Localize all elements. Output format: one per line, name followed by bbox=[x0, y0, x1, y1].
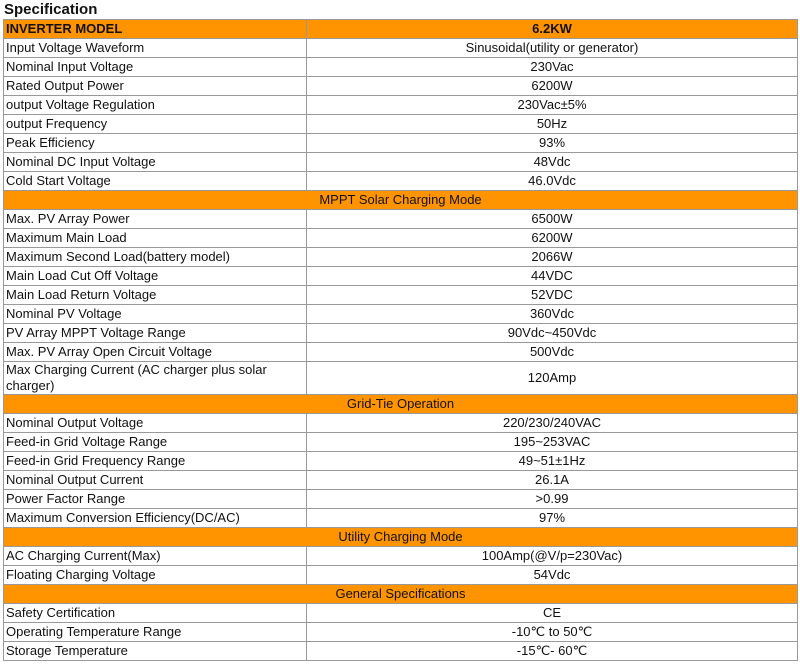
spec-label: output Frequency bbox=[3, 114, 307, 134]
spec-value: 97% bbox=[306, 508, 798, 528]
spec-value: 2066W bbox=[306, 247, 798, 267]
spec-value: 49~51±1Hz bbox=[306, 451, 798, 471]
spec-value: 48Vdc bbox=[306, 152, 798, 172]
header-value: 6.2KW bbox=[306, 19, 798, 39]
spec-label: Maximum Second Load(battery model) bbox=[3, 247, 307, 267]
table-row: Nominal DC Input Voltage 48Vdc bbox=[3, 152, 798, 172]
spec-label: PV Array MPPT Voltage Range bbox=[3, 323, 307, 343]
spec-label: Nominal Input Voltage bbox=[3, 57, 307, 77]
section-title: Utility Charging Mode bbox=[3, 527, 798, 547]
spec-value: 500Vdc bbox=[306, 342, 798, 362]
spec-value: 46.0Vdc bbox=[306, 171, 798, 191]
table-row: Power Factor Range >0.99 bbox=[3, 489, 798, 509]
spec-value: 44VDC bbox=[306, 266, 798, 286]
spec-label: Nominal PV Voltage bbox=[3, 304, 307, 324]
table-row: output Frequency 50Hz bbox=[3, 114, 798, 134]
table-row: Floating Charging Voltage 54Vdc bbox=[3, 565, 798, 585]
spec-value: 26.1A bbox=[306, 470, 798, 490]
spec-label: Rated Output Power bbox=[3, 76, 307, 96]
spec-value: 195~253VAC bbox=[306, 432, 798, 452]
spec-label: Power Factor Range bbox=[3, 489, 307, 509]
spec-value: 230Vac bbox=[306, 57, 798, 77]
table-row: Feed-in Grid Voltage Range 195~253VAC bbox=[3, 432, 798, 452]
spec-label: Nominal Output Current bbox=[3, 470, 307, 490]
table-row: Max. PV Array Open Circuit Voltage 500Vdc bbox=[3, 342, 798, 362]
spec-value: 100Amp(@V/p=230Vac) bbox=[306, 546, 798, 566]
table-row: PV Array MPPT Voltage Range 90Vdc~450Vdc bbox=[3, 323, 798, 343]
spec-value: -10℃ to 50℃ bbox=[306, 622, 798, 642]
spec-label: output Voltage Regulation bbox=[3, 95, 307, 115]
table-row: Maximum Main Load 6200W bbox=[3, 228, 798, 248]
table-row: Maximum Second Load(battery model) 2066W bbox=[3, 247, 798, 267]
spec-label: Maximum Conversion Efficiency(DC/AC) bbox=[3, 508, 307, 528]
table-row: Operating Temperature Range -10℃ to 50℃ bbox=[3, 622, 798, 642]
table-row: Input Voltage Waveform Sinusoidal(utility… bbox=[3, 38, 798, 58]
spec-label: Operating Temperature Range bbox=[3, 622, 307, 642]
spec-label: Main Load Cut Off Voltage bbox=[3, 266, 307, 286]
table-header-row: INVERTER MODEL 6.2KW bbox=[3, 19, 798, 39]
section-title: General Specifications bbox=[3, 584, 798, 604]
section-row: General Specifications bbox=[3, 584, 798, 604]
spec-label: Safety Certification bbox=[3, 603, 307, 623]
spec-value: 120Amp bbox=[306, 361, 798, 395]
spec-label: Storage Temperature bbox=[3, 641, 307, 661]
table-row: AC Charging Current(Max) 100Amp(@V/p=230V… bbox=[3, 546, 798, 566]
spec-value: CE bbox=[306, 603, 798, 623]
spec-value: Sinusoidal(utility or generator) bbox=[306, 38, 798, 58]
table-row: Nominal Input Voltage 230Vac bbox=[3, 57, 798, 77]
table-row: Main Load Return Voltage 52VDC bbox=[3, 285, 798, 305]
table-row: Storage Temperature -15℃- 60℃ bbox=[3, 641, 798, 661]
table-row: Max Charging Current (AC charger plus so… bbox=[3, 361, 798, 395]
spec-label: Feed-in Grid Frequency Range bbox=[3, 451, 307, 471]
section-row: MPPT Solar Charging Mode bbox=[3, 190, 798, 210]
spec-value: 90Vdc~450Vdc bbox=[306, 323, 798, 343]
spec-label: Main Load Return Voltage bbox=[3, 285, 307, 305]
table-row: Safety Certification CE bbox=[3, 603, 798, 623]
table-row: Nominal Output Current 26.1A bbox=[3, 470, 798, 490]
table-row: output Voltage Regulation 230Vac±5% bbox=[3, 95, 798, 115]
spec-label: Feed-in Grid Voltage Range bbox=[3, 432, 307, 452]
spec-label: Input Voltage Waveform bbox=[3, 38, 307, 58]
table-row: Maximum Conversion Efficiency(DC/AC) 97% bbox=[3, 508, 798, 528]
spec-value: 52VDC bbox=[306, 285, 798, 305]
spec-value: 220/230/240VAC bbox=[306, 413, 798, 433]
table-row: Nominal PV Voltage 360Vdc bbox=[3, 304, 798, 324]
spec-value: 230Vac±5% bbox=[306, 95, 798, 115]
spec-label: Peak Efficiency bbox=[3, 133, 307, 153]
spec-table: INVERTER MODEL 6.2KW Input Voltage Wavef… bbox=[3, 19, 798, 661]
table-row: Cold Start Voltage 46.0Vdc bbox=[3, 171, 798, 191]
spec-value: 360Vdc bbox=[306, 304, 798, 324]
header-label: INVERTER MODEL bbox=[3, 19, 307, 39]
spec-label: Floating Charging Voltage bbox=[3, 565, 307, 585]
spec-label: Maximum Main Load bbox=[3, 228, 307, 248]
spec-value: 93% bbox=[306, 133, 798, 153]
spec-value: 54Vdc bbox=[306, 565, 798, 585]
spec-label: Nominal Output Voltage bbox=[3, 413, 307, 433]
table-row: Max. PV Array Power 6500W bbox=[3, 209, 798, 229]
spec-label: Nominal DC Input Voltage bbox=[3, 152, 307, 172]
spec-label: Max. PV Array Power bbox=[3, 209, 307, 229]
spec-value: -15℃- 60℃ bbox=[306, 641, 798, 661]
spec-value: >0.99 bbox=[306, 489, 798, 509]
table-row: Rated Output Power 6200W bbox=[3, 76, 798, 96]
spec-value: 6200W bbox=[306, 76, 798, 96]
section-row: Grid-Tie Operation bbox=[3, 394, 798, 414]
table-row: Nominal Output Voltage 220/230/240VAC bbox=[3, 413, 798, 433]
spec-value: 6500W bbox=[306, 209, 798, 229]
table-row: Feed-in Grid Frequency Range 49~51±1Hz bbox=[3, 451, 798, 471]
spec-value: 6200W bbox=[306, 228, 798, 248]
table-row: Peak Efficiency 93% bbox=[3, 133, 798, 153]
spec-label: Max Charging Current (AC charger plus so… bbox=[3, 361, 307, 395]
section-row: Utility Charging Mode bbox=[3, 527, 798, 547]
spec-value: 50Hz bbox=[306, 114, 798, 134]
spec-label: AC Charging Current(Max) bbox=[3, 546, 307, 566]
spec-label: Max. PV Array Open Circuit Voltage bbox=[3, 342, 307, 362]
section-title: MPPT Solar Charging Mode bbox=[3, 190, 798, 210]
section-title: Grid-Tie Operation bbox=[3, 394, 798, 414]
table-row: Main Load Cut Off Voltage 44VDC bbox=[3, 266, 798, 286]
spec-label: Cold Start Voltage bbox=[3, 171, 307, 191]
page-title: Specification bbox=[4, 1, 98, 18]
